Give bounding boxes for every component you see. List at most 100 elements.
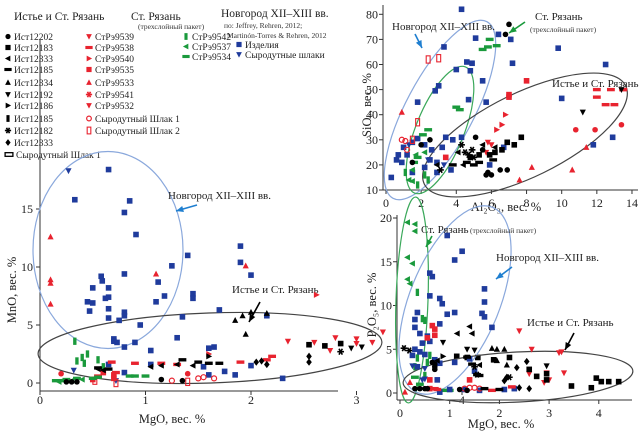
data-point <box>509 60 516 67</box>
data-point <box>523 78 530 84</box>
data-point <box>476 387 483 394</box>
data-point <box>105 315 112 321</box>
data-point <box>337 348 345 355</box>
data-point <box>414 135 421 142</box>
legend-item-label: Ист12183 <box>14 44 53 54</box>
data-point <box>398 136 405 143</box>
data-point <box>468 146 476 154</box>
legend-marker-diamond-icon <box>5 139 11 146</box>
data-point <box>179 314 186 320</box>
novgorod-annotation: Новгород XII–XIII вв. <box>496 252 599 264</box>
x-tick-label: 1 <box>143 393 149 407</box>
data-point <box>463 355 472 359</box>
data-point <box>491 144 498 151</box>
data-point <box>499 121 506 128</box>
data-point <box>322 343 328 349</box>
legend-marker-circle-icon <box>5 33 11 40</box>
data-point <box>393 157 400 163</box>
data-point <box>121 271 128 277</box>
data-point <box>479 78 486 84</box>
data-point <box>601 102 610 107</box>
data-point <box>242 262 249 269</box>
legend-item-label: Изделия <box>245 41 279 51</box>
data-point <box>418 133 427 137</box>
data-point <box>101 363 105 371</box>
data-point <box>89 285 96 291</box>
data-point <box>436 321 443 327</box>
legend-marker-tri-down-icon <box>236 52 242 58</box>
data-point <box>452 105 461 109</box>
data-point <box>606 87 615 92</box>
data-point <box>506 21 512 28</box>
data-point <box>431 332 438 339</box>
data-point <box>185 377 191 387</box>
iste-ryazan-arrow-head <box>249 314 256 322</box>
data-point <box>404 254 410 261</box>
y-tick-label: 0 <box>27 376 33 390</box>
data-point <box>157 362 164 369</box>
data-point <box>425 157 432 164</box>
data-point <box>504 167 511 173</box>
data-point <box>200 374 207 381</box>
y-tick-label: 15 <box>21 202 33 216</box>
data-point <box>399 159 405 166</box>
data-point <box>470 154 478 161</box>
legend-marker-open-bar-icon <box>86 126 92 135</box>
data-point <box>311 339 318 346</box>
data-point <box>481 314 488 320</box>
data-point <box>427 137 433 143</box>
y-tick-label: 5 <box>386 342 392 356</box>
legend-item-label: СтРэ9534 <box>192 53 231 63</box>
legend-marker-bar-icon <box>184 33 188 40</box>
legend-item-label: СтРэ9540 <box>95 55 134 65</box>
y-tick-label: 80 <box>366 7 378 21</box>
data-point <box>248 272 254 278</box>
x-tick-label: 2 <box>248 393 254 407</box>
data-point <box>464 59 470 65</box>
data-point <box>433 161 440 168</box>
data-point <box>468 362 476 366</box>
data-point <box>471 347 478 354</box>
legend-item-label: Ист12185 <box>14 115 53 125</box>
data-point <box>615 378 622 385</box>
legend-marker-tri-left-icon <box>4 55 11 62</box>
data-point <box>284 338 292 345</box>
data-point <box>111 372 117 378</box>
chart3-ylabel: P₂O₅, вес. % <box>365 273 379 338</box>
data-point <box>480 386 489 391</box>
data-point <box>327 348 334 354</box>
data-point <box>558 349 565 356</box>
data-point <box>421 376 428 383</box>
data-point <box>353 341 360 347</box>
data-point <box>439 144 446 151</box>
data-point <box>403 168 408 177</box>
data-point <box>488 142 495 149</box>
data-point <box>147 347 154 354</box>
legend-item-label: Ист12182 <box>14 127 53 137</box>
data-point <box>113 378 119 388</box>
data-point <box>421 149 428 156</box>
data-point <box>528 346 535 353</box>
data-point <box>131 374 139 378</box>
data-point <box>568 383 575 389</box>
legend-item-label: СтРэ9537 <box>192 43 231 53</box>
data-point <box>412 316 418 323</box>
data-point <box>483 99 489 105</box>
data-point <box>88 376 97 381</box>
legend-marker-tri-down-icon <box>86 34 92 40</box>
ryazan-annotation: Ст. Рязань <box>535 11 583 23</box>
data-point <box>458 141 465 149</box>
data-point <box>602 61 609 68</box>
data-point <box>588 384 595 391</box>
data-point <box>481 286 488 292</box>
data-point <box>409 260 415 267</box>
data-point <box>495 31 502 38</box>
data-point <box>402 137 409 145</box>
data-point <box>96 356 100 364</box>
data-point <box>105 305 112 312</box>
data-point <box>560 370 568 377</box>
legend-marker-dash-icon <box>182 54 190 59</box>
data-point <box>513 363 520 372</box>
data-point <box>268 354 277 358</box>
data-point <box>465 151 472 159</box>
